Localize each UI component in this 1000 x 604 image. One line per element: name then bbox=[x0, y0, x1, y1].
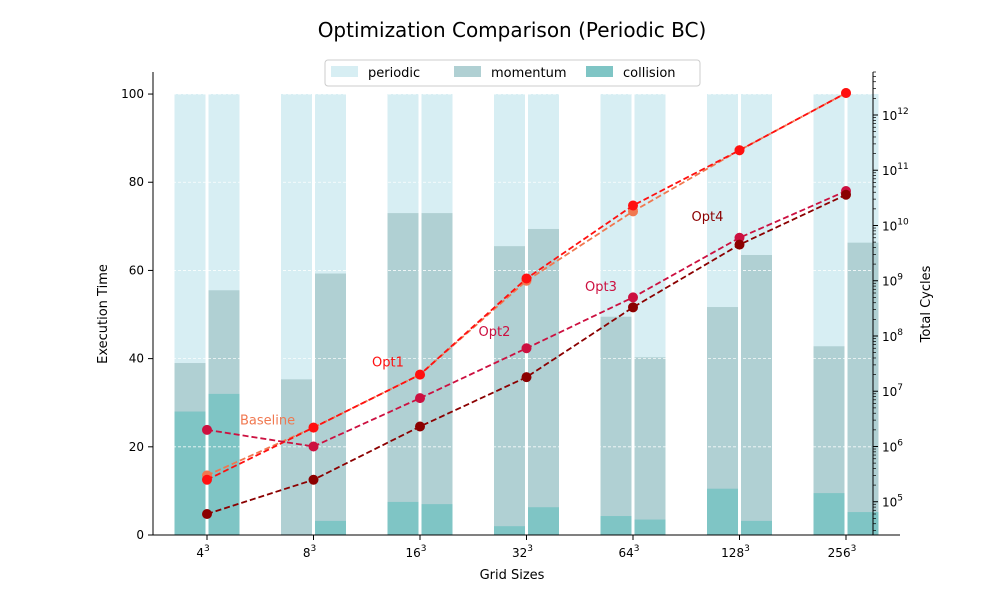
bar-momentum bbox=[421, 213, 453, 535]
x-tick-exponent: 3 bbox=[634, 544, 640, 554]
y-tick-label: 80 bbox=[129, 175, 144, 189]
annotation-label: Opt3 bbox=[585, 280, 617, 295]
legend-label-collision: collision bbox=[623, 66, 676, 81]
bar-momentum bbox=[281, 379, 312, 535]
series-point bbox=[734, 239, 745, 250]
series-point bbox=[628, 292, 638, 303]
legend-label-momentum: momentum bbox=[491, 66, 567, 81]
legend-swatch-collision bbox=[586, 66, 613, 77]
series-point bbox=[521, 273, 532, 284]
y-tick-label: 40 bbox=[129, 352, 144, 366]
y2-tick-exponent: 5 bbox=[897, 494, 903, 504]
bar-collision bbox=[174, 411, 206, 535]
y2-tick-label: 1011 bbox=[882, 162, 909, 178]
series-point bbox=[202, 424, 212, 435]
series-point bbox=[415, 421, 425, 432]
bar-collision bbox=[208, 393, 240, 535]
y2-tick-exponent: 8 bbox=[897, 328, 903, 338]
bar-collision bbox=[421, 504, 453, 535]
y-tick-label: 100 bbox=[121, 87, 144, 101]
series-point bbox=[628, 200, 638, 211]
x-tick-exponent: 3 bbox=[204, 544, 210, 554]
y-tick-label: 20 bbox=[129, 440, 144, 454]
legend: periodic momentum collision bbox=[324, 59, 701, 87]
bar-collision bbox=[387, 501, 419, 535]
y2-tick-exponent: 12 bbox=[897, 107, 908, 117]
annotation-label: Opt4 bbox=[692, 210, 724, 225]
x-tick-exponent: 3 bbox=[744, 544, 750, 554]
series-point bbox=[734, 232, 745, 243]
bar-collision bbox=[813, 493, 845, 535]
y2-tick-exponent: 10 bbox=[897, 217, 909, 227]
annotation-label: Opt2 bbox=[479, 325, 511, 340]
bar-collision bbox=[707, 488, 738, 535]
x-tick-exponent: 3 bbox=[310, 544, 316, 554]
series-point bbox=[202, 508, 212, 519]
bar-momentum bbox=[741, 254, 772, 535]
annotations-layer: Baseline Opt1 Opt2 Opt3 Opt4 bbox=[240, 210, 723, 428]
series-point bbox=[308, 441, 319, 452]
y2-tick-exponent: 7 bbox=[897, 383, 903, 393]
bar-momentum bbox=[315, 273, 346, 535]
legend-label-periodic: periodic bbox=[368, 66, 420, 81]
x-tick-label: 43 bbox=[196, 544, 209, 560]
bar-collision bbox=[634, 519, 666, 535]
y2-tick-label: 1010 bbox=[882, 217, 909, 233]
x-tick-label: 163 bbox=[405, 544, 426, 560]
bars-layer bbox=[174, 94, 879, 536]
y2-tick-label: 109 bbox=[882, 273, 903, 289]
legend-swatch-periodic bbox=[331, 66, 358, 77]
bar-collision bbox=[847, 512, 879, 535]
bar-collision bbox=[494, 526, 525, 535]
series-point bbox=[308, 474, 319, 485]
bar-momentum bbox=[528, 228, 559, 535]
y2-axis-label: Total Cycles bbox=[919, 265, 934, 343]
bar-collision bbox=[741, 520, 772, 535]
x-tick-label: 1283 bbox=[721, 544, 750, 560]
y2-tick-exponent: 11 bbox=[897, 162, 908, 172]
series-point bbox=[841, 88, 851, 99]
bar-collision bbox=[600, 516, 632, 535]
y2-tick-label: 107 bbox=[882, 383, 903, 399]
bar-momentum bbox=[387, 213, 419, 535]
y-axis-label: Execution Time bbox=[96, 264, 111, 364]
series-point bbox=[308, 422, 319, 433]
x-tick-exponent: 3 bbox=[851, 544, 857, 554]
y-tick-label: 60 bbox=[129, 263, 144, 277]
y2-tick-exponent: 9 bbox=[897, 273, 903, 283]
bar-collision bbox=[528, 507, 559, 535]
bar-momentum bbox=[600, 316, 632, 535]
y2-tick-label: 1012 bbox=[882, 107, 909, 123]
series-point bbox=[628, 302, 638, 313]
bar-momentum bbox=[634, 357, 666, 535]
series-point bbox=[841, 189, 851, 200]
x-tick-exponent: 3 bbox=[421, 544, 427, 554]
lines-layer bbox=[202, 88, 851, 519]
annotation-label: Baseline bbox=[240, 414, 295, 429]
x-axis-label: Grid Sizes bbox=[480, 568, 545, 583]
y2-tick-label: 108 bbox=[882, 328, 903, 344]
annotation-label: Opt1 bbox=[372, 356, 404, 371]
x-tick-label: 323 bbox=[512, 544, 533, 560]
series-point bbox=[415, 369, 425, 380]
y2-tick-label: 105 bbox=[882, 494, 903, 510]
series-point bbox=[521, 343, 532, 354]
bar-collision bbox=[315, 520, 346, 535]
series-point bbox=[734, 145, 745, 156]
y2-tick-label: 106 bbox=[882, 438, 903, 454]
bar-momentum bbox=[847, 242, 879, 536]
series-point bbox=[415, 393, 425, 404]
x-tick-label: 2563 bbox=[828, 544, 857, 560]
y2-tick-exponent: 6 bbox=[897, 438, 903, 448]
x-tick-label: 83 bbox=[303, 544, 316, 560]
x-tick-exponent: 3 bbox=[527, 544, 533, 554]
x-tick-label: 643 bbox=[618, 544, 639, 560]
legend-swatch-momentum bbox=[454, 66, 481, 77]
series-point bbox=[521, 372, 532, 383]
chart-title: Optimization Comparison (Periodic BC) bbox=[318, 18, 707, 42]
series-point bbox=[202, 474, 212, 485]
y-tick-label: 0 bbox=[136, 528, 144, 542]
